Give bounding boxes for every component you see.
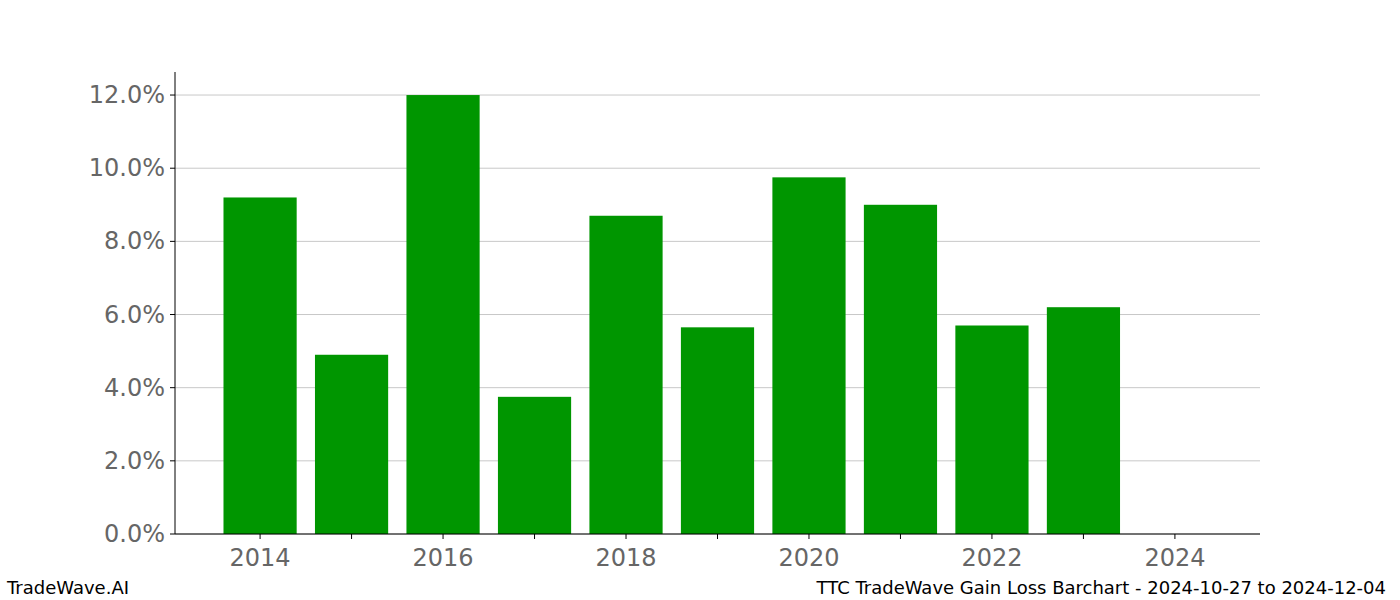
source: TradeWave.AI <box>6 577 129 598</box>
y-tick <box>170 460 175 461</box>
x-tick <box>808 534 809 539</box>
x-tick-label: 2020 <box>778 544 839 572</box>
bar <box>772 177 845 534</box>
x-tick <box>717 534 718 539</box>
y-tick-label: 6.0% <box>104 301 165 329</box>
y-tick-label: 0.0% <box>104 520 165 548</box>
y-tick <box>170 534 175 535</box>
grid-line <box>175 95 1260 96</box>
x-tick <box>534 534 535 539</box>
y-tick-label: 4.0% <box>104 374 165 402</box>
x-tick-label: 2024 <box>1144 544 1205 572</box>
bar <box>315 355 388 534</box>
title: TTC TradeWave Gain Loss Barchart - 2024-… <box>816 577 1386 598</box>
bar <box>864 205 937 534</box>
x-tick-label: 2014 <box>230 544 291 572</box>
bar <box>406 95 479 534</box>
x-tick <box>351 534 352 539</box>
bar <box>589 216 662 534</box>
x-tick <box>626 534 627 539</box>
x-tick-label: 2016 <box>413 544 474 572</box>
x-tick <box>260 534 261 539</box>
y-tick <box>170 387 175 388</box>
y-tick <box>170 95 175 96</box>
y-tick <box>170 168 175 169</box>
x-tick <box>1083 534 1084 539</box>
bar <box>223 197 296 534</box>
x-tick <box>443 534 444 539</box>
bar <box>681 327 754 534</box>
y-axis <box>175 72 176 534</box>
bar <box>955 325 1028 534</box>
x-tick-label: 2018 <box>595 544 656 572</box>
bars <box>223 95 1120 534</box>
bar <box>1047 307 1120 534</box>
y-tick-label: 2.0% <box>104 447 165 475</box>
x-tick-label: 2022 <box>961 544 1022 572</box>
y-tick <box>170 314 175 315</box>
y-tick-label: 12.0% <box>89 81 165 109</box>
chart: 0.0% 2.0% 4.0% 6.0% 8.0% 10.0% 12.0% 2014 2016 20… <box>0 0 1400 600</box>
x-tick <box>1174 534 1175 539</box>
x-tick <box>900 534 901 539</box>
bar <box>498 397 571 534</box>
y-tick-label: 10.0% <box>89 154 165 182</box>
grid-line <box>175 168 1260 169</box>
x-tick <box>991 534 992 539</box>
y-tick <box>170 241 175 242</box>
grid-line <box>175 241 1260 242</box>
y-tick-label: 8.0% <box>104 227 165 255</box>
